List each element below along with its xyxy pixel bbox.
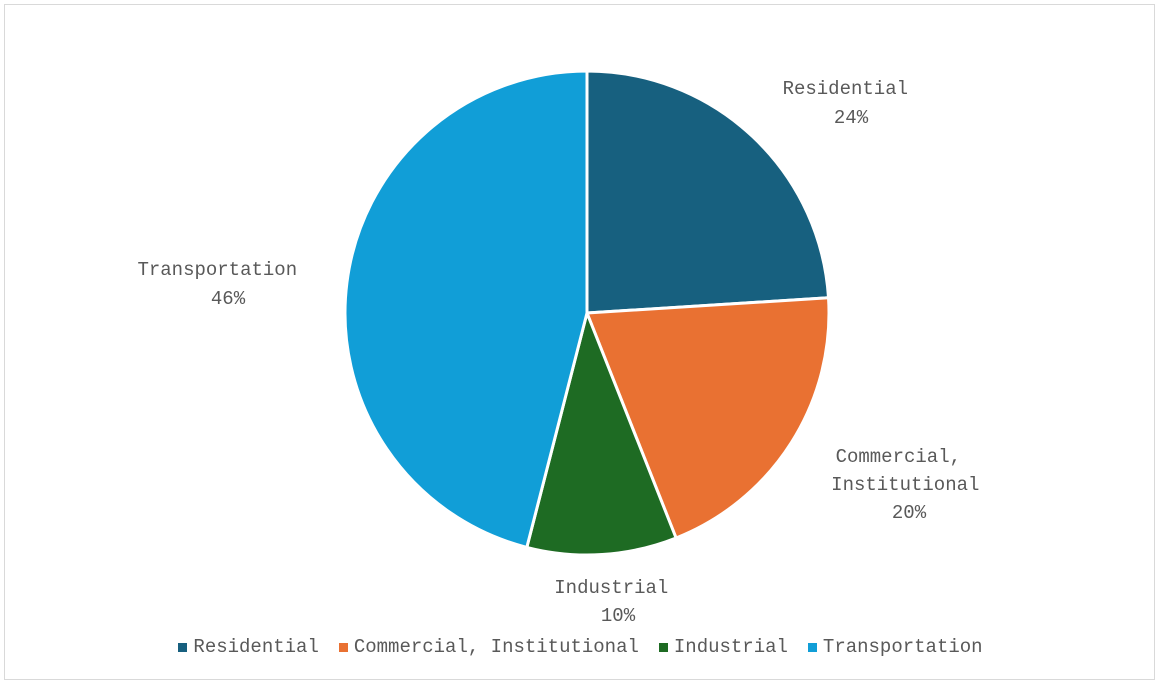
pie-slice-commercial-institutional [585,296,831,540]
data-label-residential: Residential 24% [783,78,920,129]
pie-slice-transportation [343,69,589,549]
legend-label-residential: Residential [193,636,319,658]
data-label-residential-name: Residential [783,78,908,100]
data-label-commercial-line2: Institutional [831,474,979,496]
legend-swatch-commercial-institutional [338,642,348,652]
legend-item-transportation: Transportation [807,636,983,658]
data-label-commercial-institutional: Commercial, Institutional 20% [831,446,991,524]
legend-swatch-transportation [807,642,817,652]
data-label-industrial-value: 10% [601,605,636,627]
legend-item-commercial-institutional: Commercial, Institutional [338,636,639,658]
pie-slice-residential [585,69,831,315]
legend-label-transportation: Transportation [822,636,983,658]
data-label-commercial-line1: Commercial, [836,446,961,468]
legend-item-residential: Residential [178,636,319,658]
legend: Residential Commercial, Institutional In… [0,636,1161,658]
data-label-transportation-name: Transportation [137,259,297,281]
data-label-residential-value: 24% [834,107,869,129]
data-label-industrial-name: Industrial [554,577,668,599]
pie-slice-industrial [525,311,678,557]
pie-slices [343,69,831,557]
legend-swatch-residential [178,642,188,652]
legend-label-commercial-institutional: Commercial, Institutional [353,636,639,658]
legend-label-industrial: Industrial [673,636,788,658]
data-label-industrial: Industrial 10% [554,577,679,627]
data-label-transportation-value: 46% [211,288,246,310]
data-label-transportation: Transportation 46% [137,259,308,310]
data-label-commercial-value: 20% [892,502,927,524]
legend-swatch-industrial [658,642,668,652]
legend-item-industrial: Industrial [658,636,788,658]
